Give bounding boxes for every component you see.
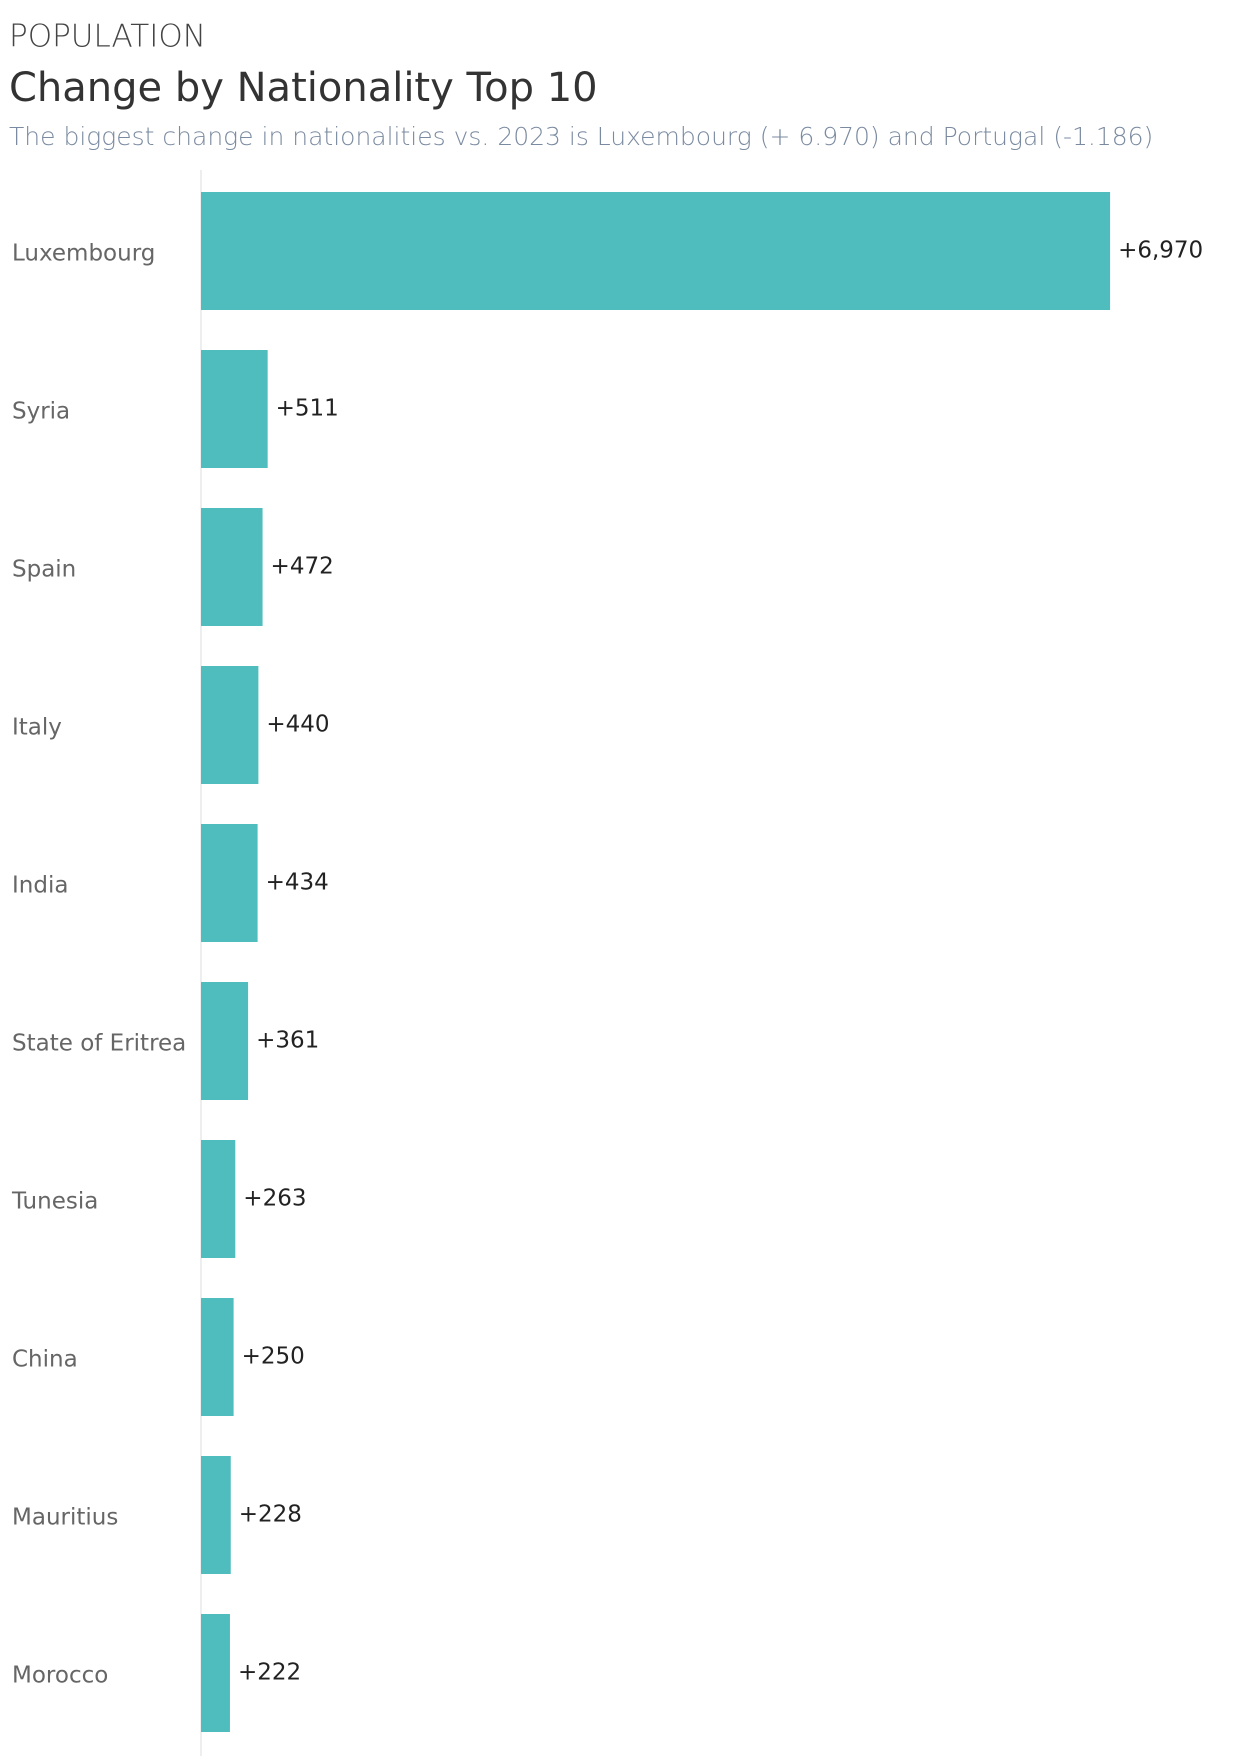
bar — [201, 1298, 234, 1416]
y-tick-label: State of Eritrea — [12, 1031, 186, 1057]
bar — [201, 508, 263, 626]
bar — [201, 1456, 231, 1574]
y-tick-label: Morocco — [12, 1663, 108, 1689]
value-label: +250 — [242, 1344, 305, 1370]
y-tick-label: Luxembourg — [12, 241, 155, 267]
y-tick-label: Syria — [12, 399, 70, 425]
value-label: +440 — [266, 712, 329, 738]
value-label: +361 — [256, 1028, 319, 1054]
bar — [201, 350, 268, 468]
value-label: +434 — [266, 870, 329, 896]
value-label: +472 — [271, 554, 334, 580]
bar — [201, 824, 258, 942]
y-tick-label: Spain — [12, 557, 76, 583]
bar — [201, 666, 259, 784]
chart-title: Change by Nationality Top 10 — [9, 65, 598, 111]
y-tick-label: Mauritius — [12, 1505, 118, 1531]
y-tick-label: China — [12, 1347, 78, 1373]
y-tick-label: Italy — [12, 715, 62, 741]
chart-supertitle: POPULATION — [9, 19, 206, 55]
y-tick-label: Tunesia — [11, 1189, 98, 1215]
bar — [201, 192, 1111, 310]
value-label: +263 — [243, 1186, 306, 1212]
y-tick-label: India — [12, 873, 68, 899]
bar — [201, 982, 249, 1100]
value-label: +222 — [238, 1660, 301, 1686]
bar — [201, 1140, 236, 1258]
chart-subtitle: The biggest change in nationalities vs. … — [9, 122, 1153, 151]
value-label: +228 — [239, 1502, 302, 1528]
value-label: +511 — [276, 396, 339, 422]
bar — [201, 1614, 230, 1732]
value-label: +6,970 — [1118, 238, 1203, 264]
